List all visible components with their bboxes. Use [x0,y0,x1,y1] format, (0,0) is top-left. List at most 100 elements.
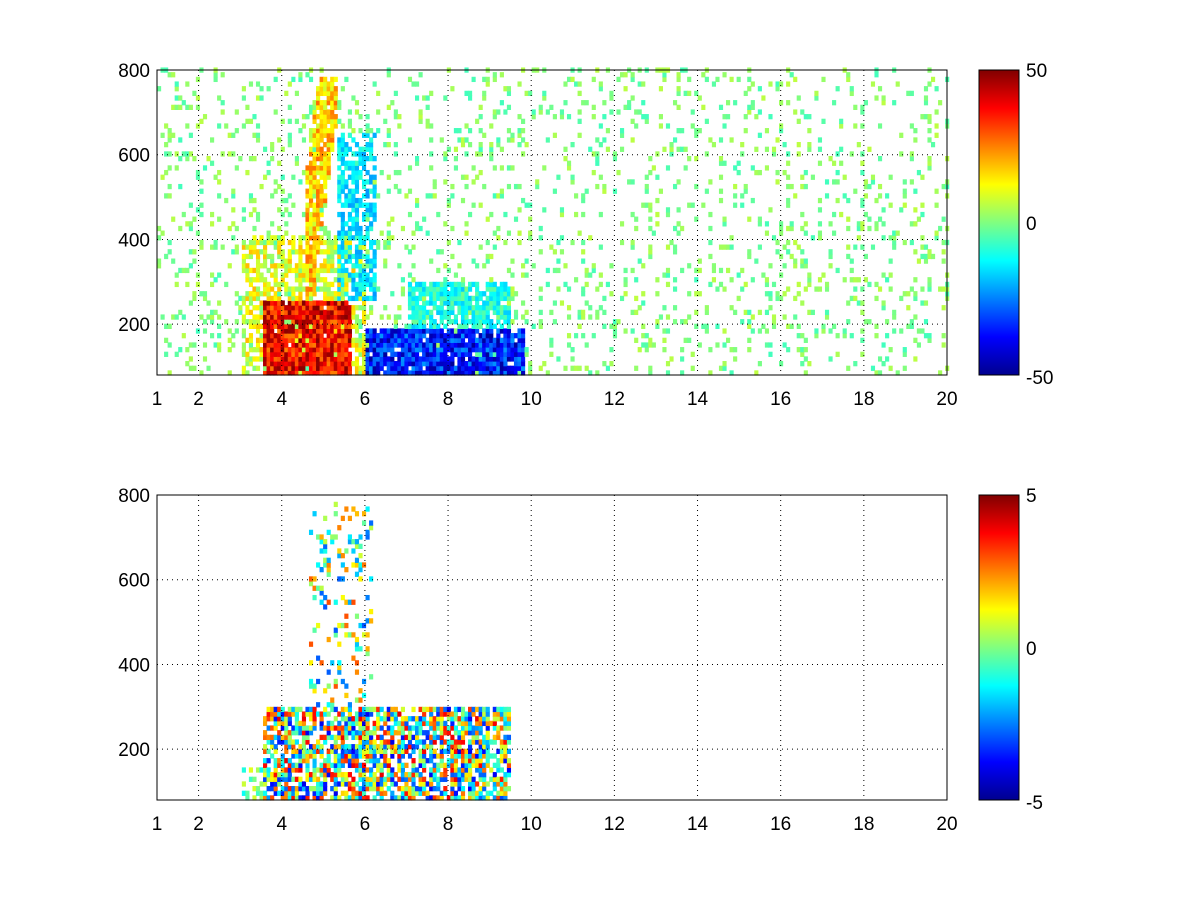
top-heatmap-cell [308,295,314,302]
bottom-heatmap-cell [414,767,420,773]
top-heatmap-cell [305,169,310,176]
bottom-x-tick-label: 4 [276,814,287,835]
bottom-heatmap-cell [429,786,434,792]
bottom-heatmap-cell [291,767,296,773]
top-heatmap-cell [365,370,370,376]
top-heatmap-cell [492,109,497,115]
top-heatmap-cell [513,314,519,320]
bottom-heatmap-cell [503,716,508,722]
top-heatmap-cell [436,337,441,343]
top-heatmap-cell [407,337,413,343]
bottom-heatmap-cell [344,790,349,796]
top-heatmap-cell [298,291,303,297]
top-heatmap-cell [252,249,257,255]
top-heatmap-cell [372,253,377,260]
top-heatmap-cell [807,361,812,367]
top-heatmap-cell [832,230,837,236]
bottom-heatmap-cell [270,781,275,787]
bottom-heatmap-cell [478,716,483,722]
top-heatmap-cell [740,267,745,274]
top-heatmap-cell [351,267,356,274]
top-heatmap-cell [291,249,296,255]
top-heatmap-cell [347,305,352,311]
top-heatmap-cell [294,337,299,343]
top-heatmap-cell [506,314,512,320]
top-heatmap-cell [372,81,377,87]
top-heatmap-cell [771,151,777,157]
bottom-heatmap-cell [429,720,434,727]
top-heatmap-cell [475,286,480,292]
bottom-heatmap-cell [337,641,342,647]
top-heatmap-cell [443,361,448,367]
top-heatmap-cell [598,281,603,288]
top-heatmap-cell [870,174,876,180]
bottom-heatmap-cell [365,730,370,736]
top-heatmap-cell [524,309,529,316]
top-heatmap-cell [312,263,317,269]
top-heatmap-cell [570,179,575,185]
bottom-heatmap-cell [457,753,462,759]
bottom-heatmap-cell [400,748,405,755]
bottom-heatmap-cell [351,730,356,736]
bottom-heatmap-cell [294,753,299,759]
bottom-heatmap-cell [351,599,356,605]
bottom-heatmap-cell [468,720,473,727]
top-heatmap-cell [365,216,370,222]
top-heatmap-cell [460,281,466,288]
bottom-heatmap-cell [326,758,331,764]
top-heatmap-cell [432,337,437,343]
top-heatmap-cell [323,291,328,297]
bottom-heatmap-cell [383,730,388,736]
bottom-heatmap-cell [379,744,384,750]
top-heatmap-cell [284,314,289,320]
top-heatmap-cell [563,281,568,288]
top-heatmap-cell [178,183,183,190]
bottom-heatmap-cell [344,730,349,736]
top-heatmap-cell [347,333,352,339]
top-heatmap-cell [475,300,480,306]
top-heatmap-cell [506,337,512,343]
bottom-heatmap-cell [248,776,254,782]
bottom-axes-box [156,494,948,801]
bottom-heatmap-cell [280,795,285,801]
top-heatmap-cell [704,151,709,157]
top-heatmap-cell [464,151,469,157]
top-heatmap-cell [238,295,243,302]
top-heatmap-cell [475,342,480,348]
top-heatmap-cell [277,365,282,371]
top-heatmap-cell [549,244,554,250]
top-heatmap-cell [287,295,292,302]
bottom-heatmap-cell [411,758,416,764]
top-heatmap-cell [913,295,918,302]
bottom-heatmap-cell [263,790,268,796]
bottom-heatmap-cell [460,711,466,717]
top-heatmap-cell [231,188,236,194]
top-heatmap-cell [538,249,543,255]
top-heatmap-cell [213,277,218,283]
top-heatmap-cell [280,281,285,288]
top-heatmap-cell [326,263,331,269]
top-heatmap-cell [323,230,328,236]
top-heatmap-cell [379,230,384,236]
top-heatmap-cell [521,370,526,376]
bottom-heatmap-cell [369,525,374,531]
top-heatmap-cell [347,132,352,138]
top-heatmap-cell [330,347,335,353]
bottom-heatmap-cell [429,776,434,782]
top-heatmap-cell [340,253,345,260]
top-heatmap-cell [478,347,483,353]
top-heatmap-cell [475,361,480,367]
top-heatmap-cell [634,337,639,343]
top-heatmap-cell [326,300,331,306]
top-heatmap-cell [358,253,363,260]
top-heatmap-cell [414,81,420,87]
top-heatmap-cell [259,291,264,297]
bottom-heatmap-cell [333,511,338,517]
bottom-heatmap-cell [312,795,317,801]
top-heatmap-cell [266,309,271,316]
top-heatmap-cell [457,342,462,348]
top-heatmap-cell [895,370,900,376]
bottom-heatmap-cell [337,758,342,764]
top-axes-box [156,69,948,376]
top-heatmap-cell [453,337,459,343]
